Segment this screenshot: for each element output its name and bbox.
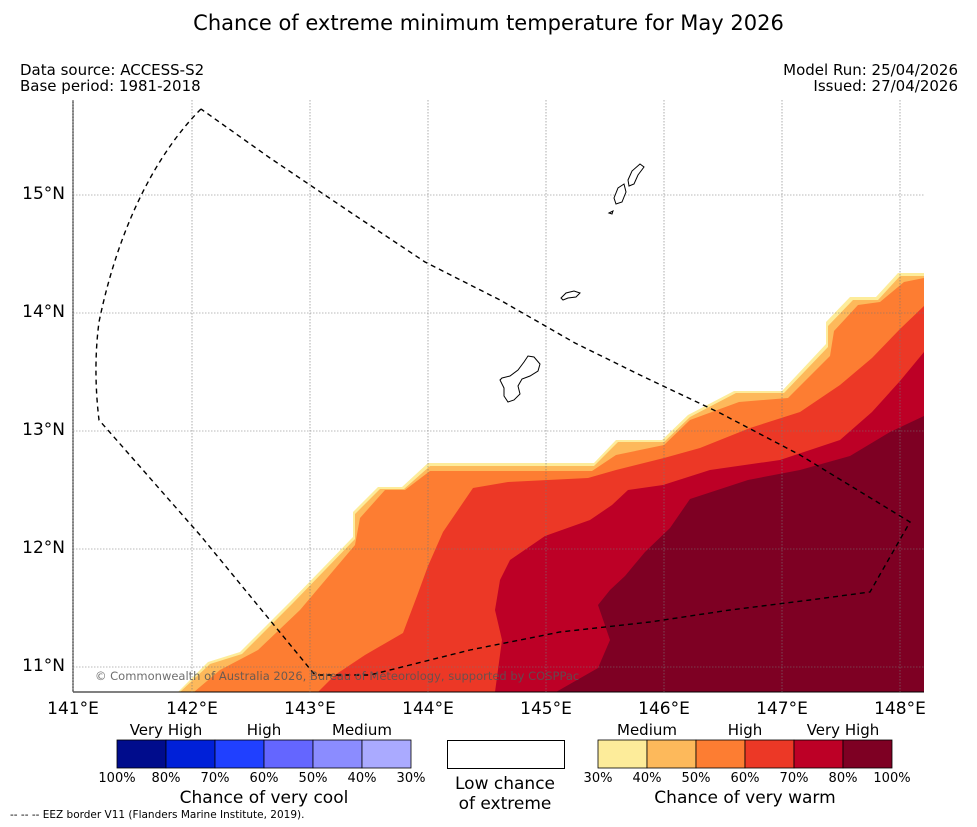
lat-label: 13°N — [22, 420, 65, 440]
warm-percent-label: 100% — [873, 771, 911, 786]
warm-percent-label: 70% — [779, 771, 809, 786]
lat-label: 12°N — [22, 538, 65, 558]
warm-percent-label: 30% — [583, 771, 613, 786]
cool-swatch — [214, 739, 265, 769]
lat-label: 15°N — [22, 184, 65, 204]
copyright-note: © Commonwealth of Australia 2026, Bureau… — [95, 669, 579, 683]
cool-category-label: Very High — [129, 721, 203, 739]
base-period: Base period: 1981-2018 — [20, 77, 201, 95]
lon-label: 141°E — [47, 699, 99, 719]
warm-swatch — [597, 739, 648, 769]
lat-label: 14°N — [22, 302, 65, 322]
warm-swatch — [842, 739, 893, 769]
low-chance-swatch — [447, 740, 565, 769]
warm-swatch — [744, 739, 795, 769]
lon-label: 144°E — [402, 699, 454, 719]
graticule — [72, 100, 924, 692]
lon-label: 146°E — [638, 699, 690, 719]
lon-label: 148°E — [874, 699, 926, 719]
cool-percent-label: 70% — [200, 771, 230, 786]
warm-category-label: Very High — [806, 721, 880, 739]
cool-percent-label: 40% — [347, 771, 377, 786]
cool-percent-label: 80% — [151, 771, 181, 786]
low-chance-caption-1: Low chance — [455, 774, 555, 794]
eez-footnote: -- -- -- EEZ border V11 (Flanders Marine… — [10, 809, 305, 821]
low-chance-caption-2: of extreme — [458, 794, 552, 814]
cool-swatch — [116, 739, 167, 769]
warm-percent-label: 80% — [828, 771, 858, 786]
lat-label: 11°N — [22, 656, 65, 676]
island-guam — [499, 355, 541, 403]
cool-percent-label: 100% — [98, 771, 136, 786]
data-source: Data source: ACCESS-S2 — [20, 61, 205, 79]
contour-warm-80 — [556, 416, 924, 692]
lon-label: 142°E — [166, 699, 218, 719]
warm-percent-label: 60% — [730, 771, 760, 786]
page-title: Chance of extreme minimum temperature fo… — [193, 11, 784, 35]
probability-contours — [178, 273, 924, 692]
lon-label: 147°E — [756, 699, 808, 719]
cool-swatch — [312, 739, 363, 769]
eez-border — [95, 108, 911, 676]
warm-percent-label: 40% — [632, 771, 662, 786]
warm-category-label: Medium — [617, 721, 677, 739]
cool-category-label: High — [246, 721, 282, 739]
cool-legend-caption: Chance of very cool — [179, 788, 349, 808]
warm-swatch — [695, 739, 746, 769]
cool-percent-label: 60% — [249, 771, 279, 786]
warm-category-label: High — [727, 721, 763, 739]
island-rota — [560, 290, 581, 301]
cool-swatch — [165, 739, 216, 769]
island-tinian — [613, 183, 627, 205]
warm-swatch — [793, 739, 844, 769]
cool-percent-label: 50% — [298, 771, 328, 786]
model-run: Model Run: 25/04/2026 — [783, 61, 958, 79]
cool-category-label: Medium — [332, 721, 392, 739]
lon-label: 143°E — [284, 699, 336, 719]
cool-swatch — [361, 739, 412, 769]
warm-colorbar — [597, 739, 893, 769]
warm-legend-caption: Chance of very warm — [654, 788, 836, 808]
warm-percent-label: 50% — [681, 771, 711, 786]
islands — [499, 163, 645, 403]
cool-percent-label: 30% — [396, 771, 426, 786]
warm-swatch — [646, 739, 697, 769]
issued-date: Issued: 27/04/2026 — [813, 77, 958, 95]
island-saipan — [627, 163, 645, 187]
island-aguijan — [607, 210, 614, 215]
cool-colorbar — [116, 739, 412, 769]
cool-swatch — [263, 739, 314, 769]
lon-label: 145°E — [520, 699, 572, 719]
